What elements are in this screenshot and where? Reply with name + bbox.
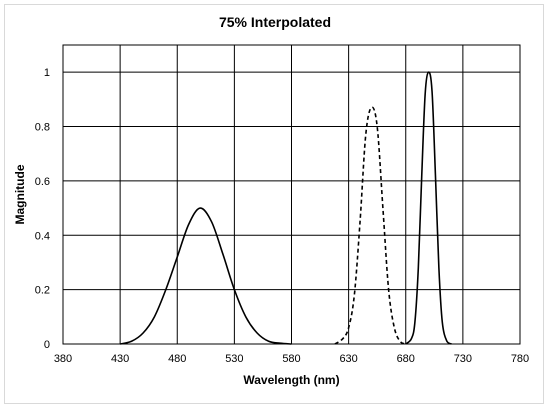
series-line-1: [119, 207, 292, 345]
x-tick-label: 780: [511, 353, 529, 365]
series-line-2: [334, 106, 407, 345]
y-tick-label: 0: [44, 339, 50, 351]
x-tick-label: 630: [339, 353, 357, 365]
tick-labels: 380 430 480 530 580 630 680 730 780 0 0.2 0.4 0.6 0.8…: [35, 67, 529, 365]
grid-lines: [62, 45, 521, 345]
y-tick-label: 0.2: [35, 285, 50, 297]
x-tick-label: 380: [54, 353, 72, 365]
series-line-3: [405, 71, 452, 345]
x-tick-label: 480: [168, 353, 186, 365]
y-tick-label: 0.6: [35, 176, 50, 188]
x-axis-label: Wavelength (nm): [243, 373, 339, 387]
x-tick-label: 730: [454, 353, 472, 365]
x-tick-label: 580: [282, 353, 300, 365]
chart-title: 75% Interpolated: [219, 14, 331, 30]
y-tick-label: 1: [44, 67, 50, 79]
y-axis-label: Magnitude: [13, 164, 27, 224]
x-tick-label: 530: [225, 353, 243, 365]
x-tick-label: 680: [397, 353, 415, 365]
x-tick-label: 430: [111, 353, 129, 365]
y-tick-label: 0.8: [35, 122, 50, 134]
chart-frame: [4, 4, 544, 404]
series-lines: [119, 71, 452, 345]
y-tick-label: 0.4: [35, 230, 50, 242]
